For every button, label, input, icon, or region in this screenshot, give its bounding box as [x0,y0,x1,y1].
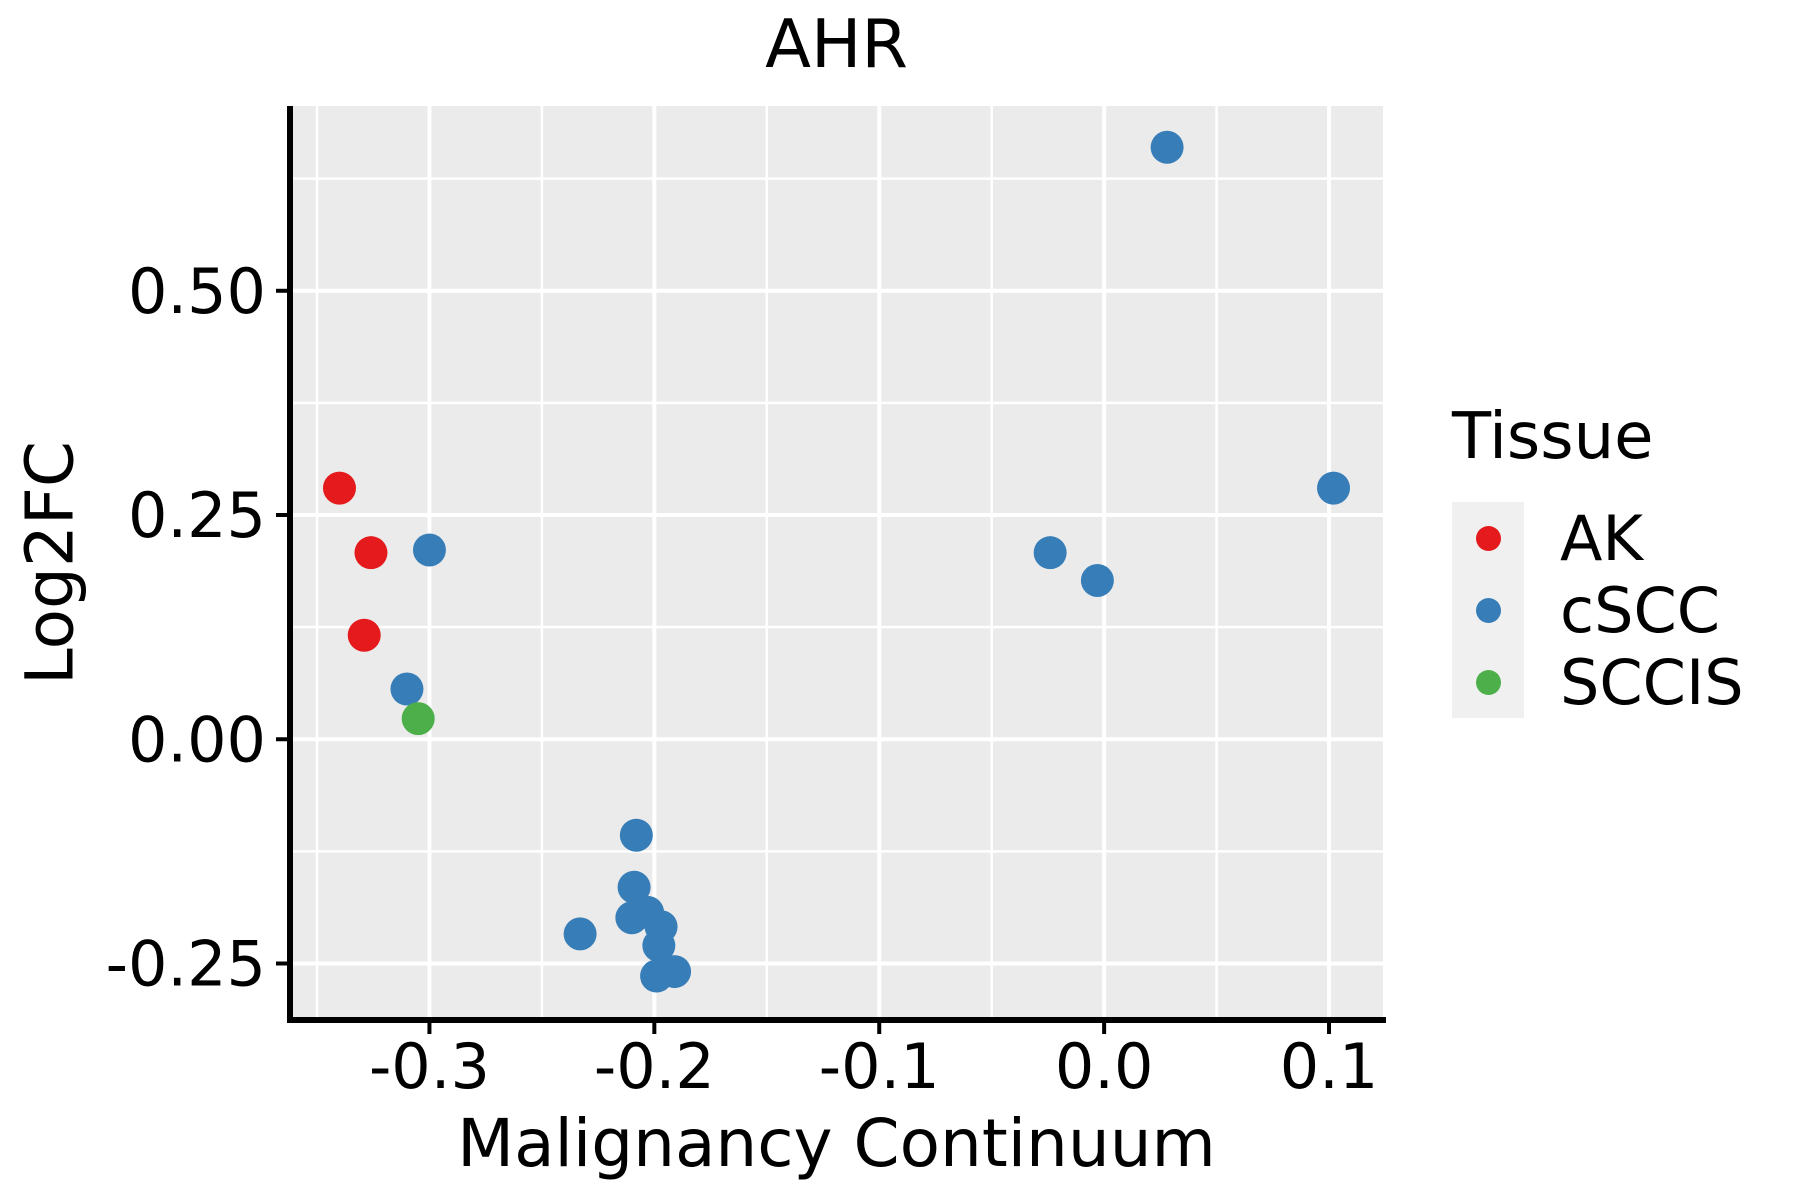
legend-dot-icon [1475,525,1501,551]
y-tick-label: 0.25 [128,479,266,552]
data-point-cSCC [1033,536,1067,570]
x-tick-label: 0.0 [1055,1030,1154,1103]
data-point-cSCC [617,870,651,904]
x-tick-label: -0.2 [594,1030,715,1103]
legend-item-cSCC: cSCC [1452,573,1744,647]
legend-dot-icon [1475,669,1501,695]
y-tick-label: 0.50 [128,255,266,328]
legend-key [1452,574,1524,647]
x-tick-label: 0.1 [1280,1030,1379,1103]
plot-title: AHR [765,5,908,83]
data-point-cSCC [563,917,597,951]
data-point-cSCC [1317,471,1351,505]
legend-item-label: AK [1560,501,1644,575]
data-point-cSCC [642,929,676,963]
legend-key [1452,502,1524,575]
data-point-cSCC [658,955,692,989]
legend-item-AK: AK [1452,501,1744,575]
legend-item-label: SCCIS [1560,645,1744,719]
data-point-cSCC [1150,130,1184,164]
legend-key [1452,646,1524,719]
data-point-cSCC [412,533,446,567]
legend-title: Tissue [1452,400,1654,474]
legend: Tissue AK cSCC SCCIS [1452,400,1744,719]
legend-item-label: cSCC [1560,573,1721,647]
y-tick-label: 0.00 [128,703,266,776]
x-tick-label: -0.1 [819,1030,940,1103]
legend-dot-icon [1475,597,1501,623]
data-point-cSCC [619,818,653,852]
y-axis-title: Log2FC [11,441,89,685]
x-axis-title: Malignancy Continuum [457,1105,1216,1182]
data-point-cSCC [1080,563,1114,597]
x-tick-label: -0.3 [369,1030,490,1103]
data-point-SCCIS [401,702,435,736]
data-point-AK [347,618,381,652]
panel-background [290,106,1383,1020]
data-point-AK [354,536,388,570]
y-tick-label: -0.25 [106,927,266,1000]
legend-items: AK cSCC SCCIS [1452,501,1744,719]
data-point-cSCC [390,672,424,706]
data-point-AK [322,471,356,505]
legend-item-SCCIS: SCCIS [1452,645,1744,719]
